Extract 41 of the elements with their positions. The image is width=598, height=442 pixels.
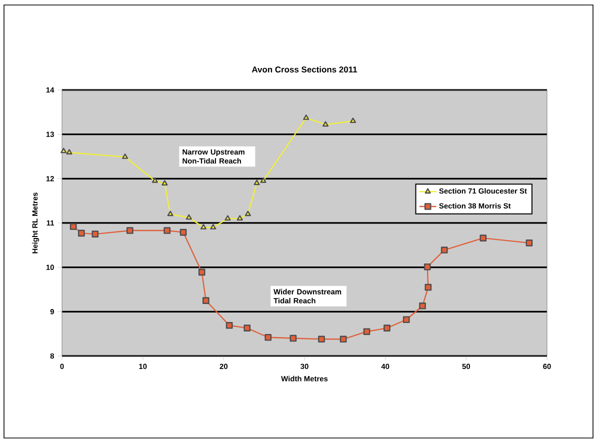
point bbox=[290, 334, 297, 342]
point bbox=[186, 214, 192, 220]
point bbox=[303, 114, 310, 120]
point bbox=[424, 284, 432, 291]
point bbox=[402, 316, 410, 324]
point bbox=[480, 234, 487, 242]
point bbox=[66, 149, 72, 154]
point bbox=[264, 334, 272, 341]
point bbox=[318, 336, 325, 343]
point bbox=[198, 268, 206, 276]
point bbox=[162, 180, 168, 186]
point bbox=[60, 148, 67, 154]
point bbox=[78, 230, 85, 237]
point bbox=[236, 215, 243, 221]
point bbox=[167, 210, 174, 216]
point bbox=[70, 223, 77, 230]
point bbox=[200, 224, 206, 230]
point bbox=[340, 336, 347, 343]
point bbox=[180, 228, 187, 236]
point bbox=[202, 297, 210, 304]
point bbox=[244, 210, 251, 216]
point bbox=[224, 215, 231, 221]
point bbox=[244, 324, 251, 332]
point bbox=[260, 177, 266, 183]
point bbox=[164, 227, 170, 234]
point bbox=[226, 322, 233, 329]
point bbox=[92, 230, 99, 238]
point bbox=[384, 324, 390, 332]
point bbox=[322, 121, 329, 127]
chart-title: Avon Cross Sections 2011 bbox=[252, 66, 358, 72]
point bbox=[363, 328, 370, 335]
point bbox=[440, 246, 448, 254]
point bbox=[152, 177, 158, 183]
point bbox=[350, 118, 356, 124]
point bbox=[424, 263, 431, 270]
point bbox=[254, 180, 260, 186]
point bbox=[526, 240, 533, 246]
point bbox=[419, 302, 426, 310]
point bbox=[210, 224, 216, 230]
point bbox=[122, 154, 128, 159]
point bbox=[126, 227, 134, 234]
